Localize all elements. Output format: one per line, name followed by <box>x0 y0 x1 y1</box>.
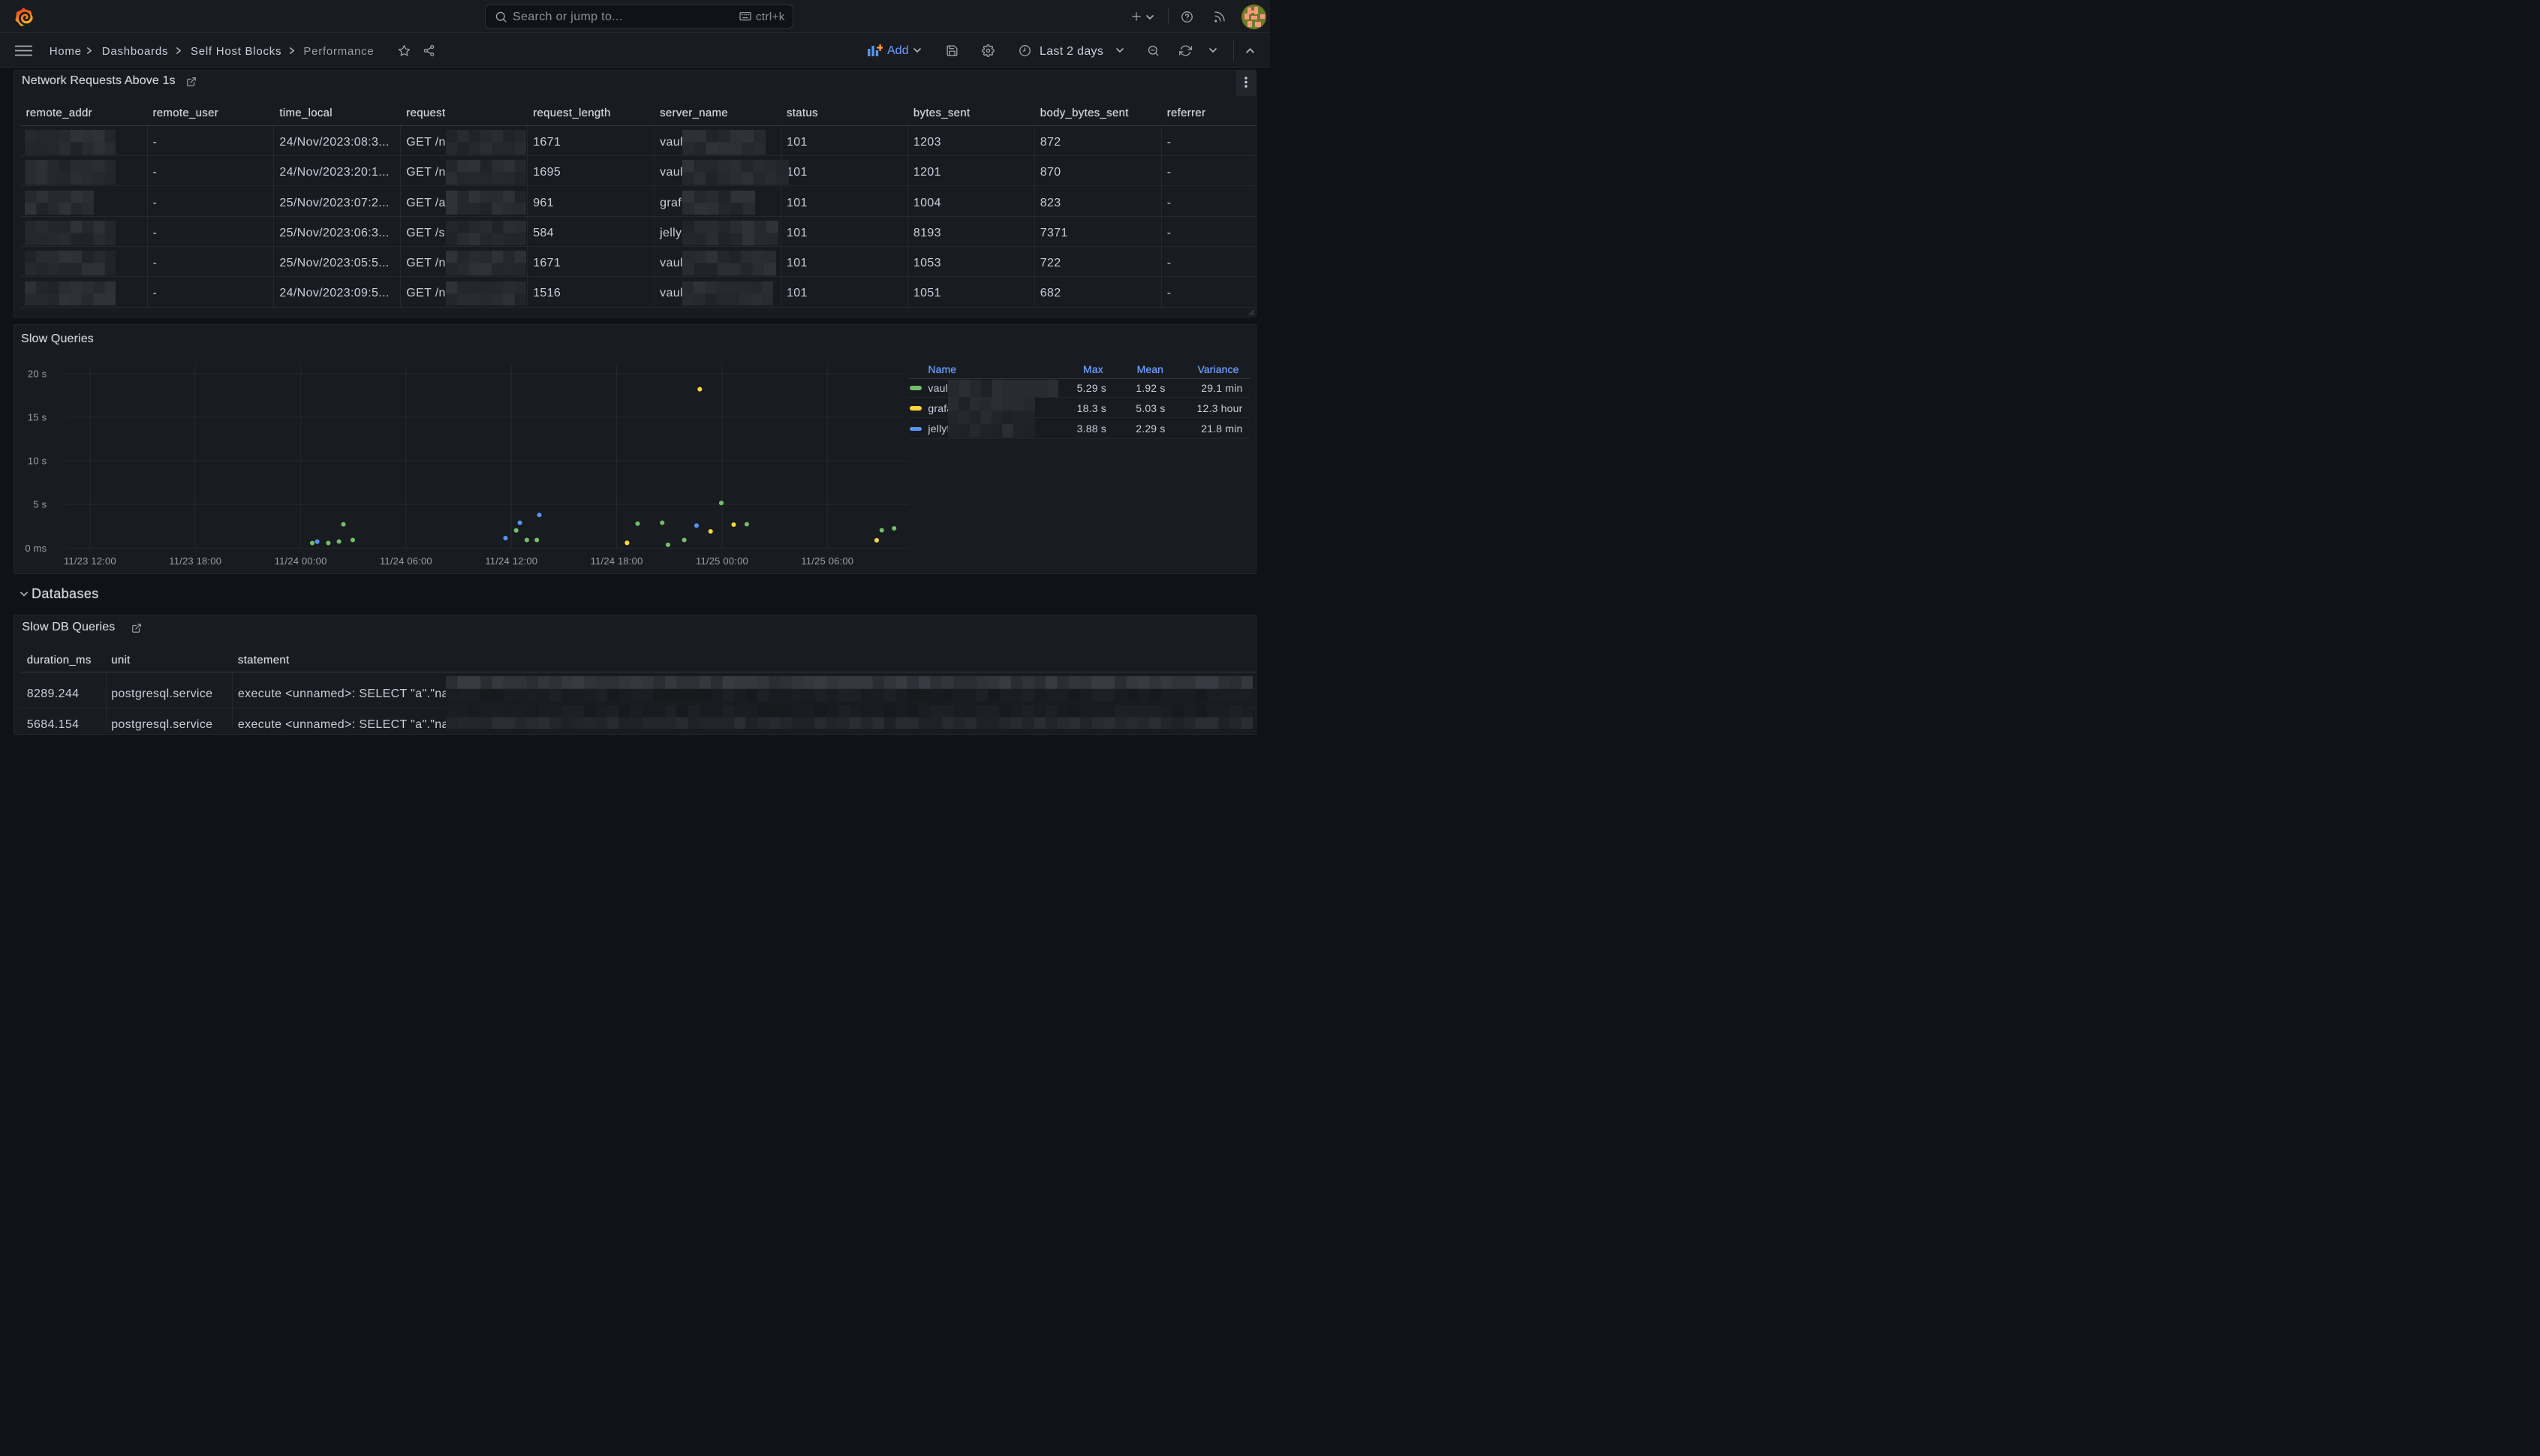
svg-text:11/24 18:00: 11/24 18:00 <box>591 555 643 567</box>
svg-text:10 s: 10 s <box>28 456 47 467</box>
svg-text:15 s: 15 s <box>28 411 47 423</box>
svg-text:11/24 06:00: 11/24 06:00 <box>380 555 432 567</box>
svg-text:20 s: 20 s <box>28 368 47 379</box>
svg-text:11/25 06:00: 11/25 06:00 <box>801 555 853 567</box>
svg-text:11/24 00:00: 11/24 00:00 <box>275 555 327 567</box>
svg-text:11/25 00:00: 11/25 00:00 <box>696 555 748 567</box>
svg-text:11/23 12:00: 11/23 12:00 <box>64 555 116 567</box>
svg-text:11/24 12:00: 11/24 12:00 <box>485 555 537 567</box>
svg-text:11/23 18:00: 11/23 18:00 <box>169 555 221 567</box>
svg-text:0 ms: 0 ms <box>25 543 47 554</box>
svg-text:5 s: 5 s <box>33 499 47 510</box>
